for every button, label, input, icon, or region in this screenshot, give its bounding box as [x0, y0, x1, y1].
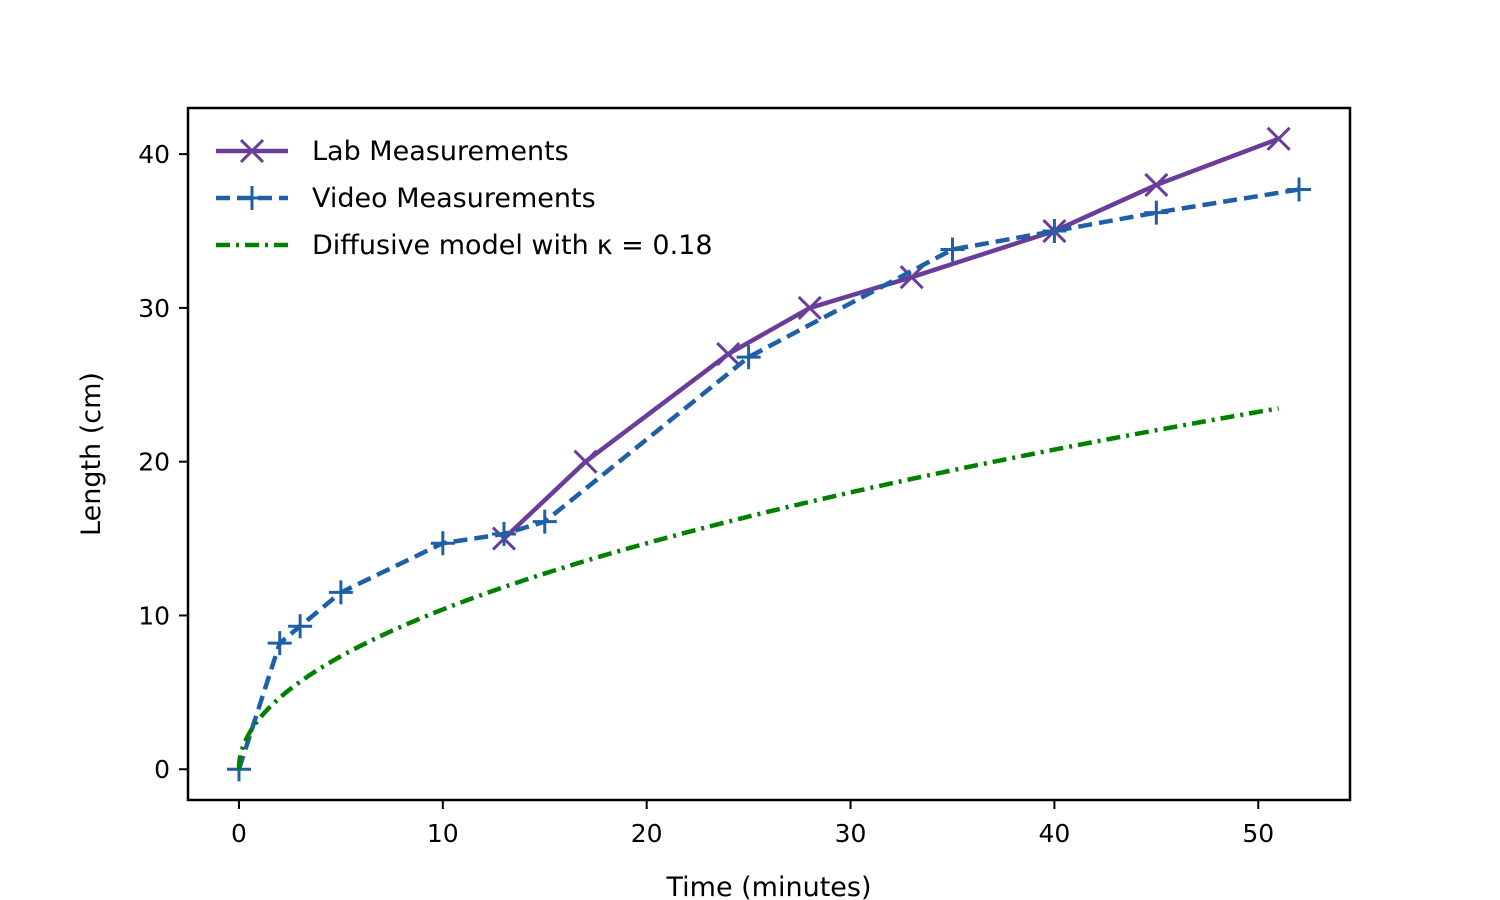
data-point [573, 449, 598, 474]
data-point [267, 631, 292, 656]
data-point [797, 295, 822, 320]
data-point [491, 521, 516, 546]
y-tick-label: 40 [138, 140, 170, 169]
data-point [328, 580, 353, 605]
plot-area [226, 126, 1312, 782]
data-point [1144, 172, 1169, 197]
y-axis-label: Length (cm) [76, 372, 107, 536]
series-line-1 [236, 187, 1300, 770]
data-point [288, 614, 313, 639]
data-point [1042, 219, 1067, 244]
y-tick-label: 30 [138, 294, 170, 323]
x-tick-label: 30 [835, 819, 867, 848]
data-point [736, 345, 761, 370]
y-tick-label: 20 [138, 448, 170, 477]
legend-marker [239, 138, 265, 164]
data-point [1266, 126, 1291, 151]
data-point [430, 531, 455, 556]
x-tick-label: 50 [1242, 819, 1274, 848]
data-point [1287, 177, 1312, 202]
legend-entry: Lab Measurements [312, 136, 569, 167]
series-line-2 [236, 406, 1280, 771]
y-tick-label: 10 [138, 601, 170, 630]
x-axis-label: Time (minutes) [665, 872, 871, 900]
x-tick-label: 0 [231, 819, 247, 848]
axes-frame [186, 106, 1352, 802]
data-point [716, 341, 741, 367]
axes: 0 10 20 30 40 50 0 10 20 30 40 Time (minutes) Length… [76, 106, 1352, 900]
data-point [940, 237, 965, 262]
legend: Lab Measurements Video Measurements Diffus… [216, 136, 713, 261]
legend-entry: Video Measurements [312, 183, 596, 214]
x-tick-label: 40 [1038, 819, 1070, 848]
series-line-0 [502, 136, 1280, 541]
data-point [1144, 200, 1169, 225]
data-point [532, 509, 557, 534]
x-tick-label: 20 [631, 819, 663, 848]
legend-entry: Diffusive model with κ = 0.18 [312, 230, 713, 261]
y-tick-label: 0 [154, 755, 170, 784]
x-tick-label: 10 [427, 819, 459, 848]
legend-marker [240, 186, 264, 210]
data-point [899, 265, 924, 290]
